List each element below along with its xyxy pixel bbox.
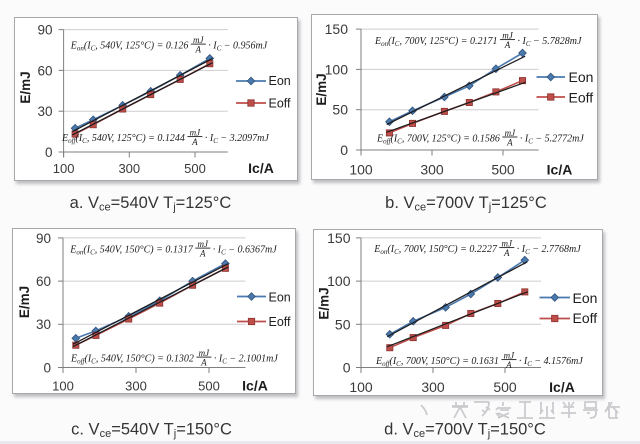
- svg-text:0: 0: [45, 145, 53, 160]
- svg-text:Eon: Eon: [269, 291, 291, 305]
- svg-text:100: 100: [325, 61, 349, 77]
- svg-text:50: 50: [335, 316, 351, 332]
- svg-text:100: 100: [327, 273, 351, 289]
- svg-text:0: 0: [340, 142, 348, 158]
- svg-text:A: A: [504, 40, 511, 50]
- svg-text:0: 0: [343, 360, 351, 376]
- svg-text:Ic/A: Ic/A: [248, 160, 274, 176]
- svg-text:· IC − 2.7768mJ: · IC − 2.7768mJ: [517, 244, 581, 256]
- svg-text:Eon(IC, 540V, 125°C) = 0.126: Eon(IC, 540V, 125°C) = 0.126: [70, 41, 189, 53]
- svg-text:A: A: [195, 44, 202, 54]
- svg-text:Eoff: Eoff: [269, 97, 292, 111]
- svg-text:500: 500: [493, 379, 517, 395]
- svg-text:Ic/A: Ic/A: [549, 379, 575, 395]
- svg-text:0: 0: [43, 360, 51, 375]
- svg-text:Eon(IC, 700V, 150°C) = 0.2227: Eon(IC, 700V, 150°C) = 0.2227: [373, 244, 498, 256]
- svg-text:Eoff: Eoff: [269, 315, 292, 329]
- svg-text:Ic/A: Ic/A: [547, 162, 573, 178]
- svg-text:100: 100: [349, 379, 373, 395]
- svg-text:Eon: Eon: [573, 290, 598, 306]
- svg-text:500: 500: [184, 161, 206, 176]
- svg-text:Eoff(IC, 540V, 150°C) = 0.1302: Eoff(IC, 540V, 150°C) = 0.1302: [70, 354, 194, 366]
- svg-text:90: 90: [37, 23, 52, 38]
- svg-text:100: 100: [349, 162, 373, 178]
- svg-text:150: 150: [327, 230, 351, 246]
- svg-text:E/mJ: E/mJ: [314, 73, 329, 105]
- svg-text:500: 500: [491, 162, 515, 178]
- svg-text:300: 300: [420, 162, 444, 178]
- svg-text:300: 300: [118, 161, 140, 176]
- svg-text:A: A: [506, 137, 513, 147]
- svg-text:· IC − 2.1001mJ: · IC − 2.1001mJ: [214, 354, 278, 366]
- svg-text:Eon: Eon: [269, 74, 291, 88]
- svg-text:mJ: mJ: [190, 127, 201, 137]
- svg-text:300: 300: [421, 379, 445, 395]
- svg-text:Eon(IC, 700V, 125°C) = 0.2171: Eon(IC, 700V, 125°C) = 0.2171: [374, 36, 498, 48]
- svg-text:d. Vce=700V Tj=150°C: d. Vce=700V Tj=150°C: [384, 421, 546, 441]
- svg-text:mJ: mJ: [193, 35, 204, 45]
- svg-text:mJ: mJ: [199, 348, 210, 358]
- svg-text:· IC − 3.2097mJ: · IC − 3.2097mJ: [205, 133, 269, 145]
- svg-text:100: 100: [52, 379, 74, 394]
- svg-text:Eoff: Eoff: [569, 90, 594, 106]
- svg-text:E/mJ: E/mJ: [317, 287, 332, 319]
- svg-text:· IC − 0.956mJ: · IC − 0.956mJ: [208, 41, 267, 53]
- svg-text:60: 60: [36, 274, 51, 289]
- svg-text:30: 30: [36, 317, 51, 332]
- svg-text:E/mJ: E/mJ: [17, 286, 32, 318]
- svg-text:A: A: [200, 357, 207, 367]
- svg-text:A: A: [505, 360, 512, 370]
- svg-text:300: 300: [125, 379, 147, 394]
- svg-text:500: 500: [198, 379, 220, 394]
- svg-text:A: A: [191, 137, 198, 147]
- svg-text:mJ: mJ: [505, 128, 516, 138]
- svg-text:50: 50: [332, 102, 348, 118]
- svg-text:· IC − 5.7828mJ: · IC − 5.7828mJ: [518, 36, 582, 48]
- svg-text:mJ: mJ: [502, 30, 513, 40]
- svg-text:A: A: [199, 248, 206, 258]
- svg-text:c. Vce=540V Tj=150°C: c. Vce=540V Tj=150°C: [71, 421, 232, 441]
- svg-text:Ic/A: Ic/A: [242, 378, 268, 394]
- svg-text:mJ: mJ: [198, 239, 209, 249]
- svg-text:30: 30: [37, 104, 52, 119]
- svg-text:Eoff: Eoff: [573, 310, 598, 326]
- svg-text:Eon(IC, 540V, 150°C) = 0.1317: Eon(IC, 540V, 150°C) = 0.1317: [69, 245, 194, 257]
- svg-text:E/mJ: E/mJ: [18, 71, 33, 103]
- svg-text:a. Vce=540V Tj=125°C: a. Vce=540V Tj=125°C: [70, 194, 232, 214]
- svg-text:90: 90: [36, 231, 51, 246]
- svg-text:mJ: mJ: [502, 238, 513, 248]
- svg-text:mJ: mJ: [504, 350, 515, 360]
- svg-text:60: 60: [37, 63, 52, 78]
- svg-text:Eoff(IC, 540V, 125°C) = 0.1244: Eoff(IC, 540V, 125°C) = 0.1244: [61, 133, 185, 145]
- svg-text:· IC − 0.6367mJ: · IC − 0.6367mJ: [213, 245, 277, 257]
- svg-text:· IC − 5.2772mJ: · IC − 5.2772mJ: [520, 133, 584, 145]
- svg-text:b. Vce=700V Tj=125°C: b. Vce=700V Tj=125°C: [385, 194, 547, 214]
- svg-text:A: A: [503, 248, 510, 258]
- svg-text:100: 100: [53, 161, 75, 176]
- svg-text:Eoff(IC, 700V, 125°C) = 0.1586: Eoff(IC, 700V, 125°C) = 0.1586: [376, 133, 500, 145]
- svg-text:Eon: Eon: [569, 69, 594, 85]
- svg-text:150: 150: [325, 21, 349, 37]
- svg-text:· IC − 4.1576mJ: · IC − 4.1576mJ: [519, 356, 583, 368]
- svg-text:Eoff(IC, 700V, 150°C) = 0.1631: Eoff(IC, 700V, 150°C) = 0.1631: [375, 356, 499, 368]
